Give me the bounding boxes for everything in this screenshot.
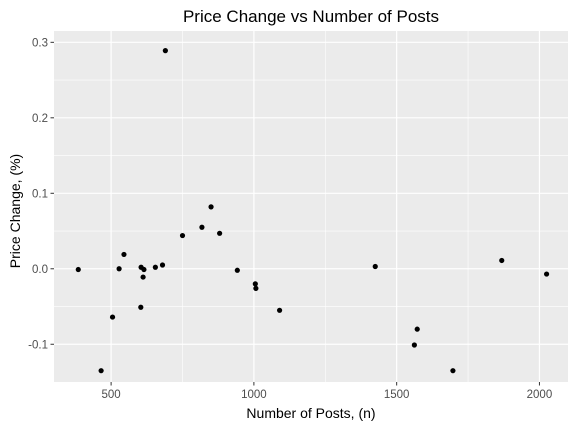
data-point <box>411 342 417 348</box>
data-point <box>141 266 147 273</box>
data-point <box>234 267 240 273</box>
y-axis: -0.1 0.0 0.1 0.2 0.3 <box>28 37 54 351</box>
y-axis-title: Price Change, (%) <box>7 154 23 268</box>
data-point <box>140 274 146 280</box>
data-point <box>179 232 186 239</box>
x-tick-label: 2000 <box>527 389 553 401</box>
data-point <box>116 266 122 272</box>
y-tick-label: 0.2 <box>32 113 48 125</box>
data-point <box>372 263 378 270</box>
y-tick-label: -0.1 <box>28 339 48 351</box>
y-tick-label: 0.3 <box>32 37 48 49</box>
data-point <box>499 257 505 264</box>
data-point <box>199 224 205 230</box>
major-gridlines <box>54 31 568 382</box>
x-tick-label: 500 <box>102 389 121 401</box>
x-axis-title: Number of Posts, (n) <box>246 405 375 421</box>
data-point <box>276 307 283 313</box>
data-point <box>217 230 223 236</box>
data-point <box>138 304 144 310</box>
data-point <box>98 368 104 374</box>
x-tick-label: 1500 <box>384 389 410 401</box>
data-point <box>414 326 420 332</box>
data-points <box>75 48 550 374</box>
data-point <box>159 262 166 268</box>
data-point <box>543 271 550 277</box>
data-point <box>450 368 456 374</box>
x-axis: 500 1000 1500 2000 <box>102 382 553 401</box>
data-point <box>162 48 168 54</box>
chart-title: Price Change vs Number of Posts <box>183 7 439 26</box>
y-tick-label: 0.0 <box>32 264 48 276</box>
y-tick-label: 0.1 <box>32 188 48 200</box>
data-point <box>152 264 158 270</box>
data-point <box>121 251 127 258</box>
data-point <box>75 266 81 273</box>
plot-panel <box>54 31 568 382</box>
x-tick-label: 1000 <box>241 389 267 401</box>
data-point <box>208 204 214 210</box>
data-point <box>109 314 116 320</box>
data-point <box>253 285 259 291</box>
data-point <box>252 281 258 287</box>
